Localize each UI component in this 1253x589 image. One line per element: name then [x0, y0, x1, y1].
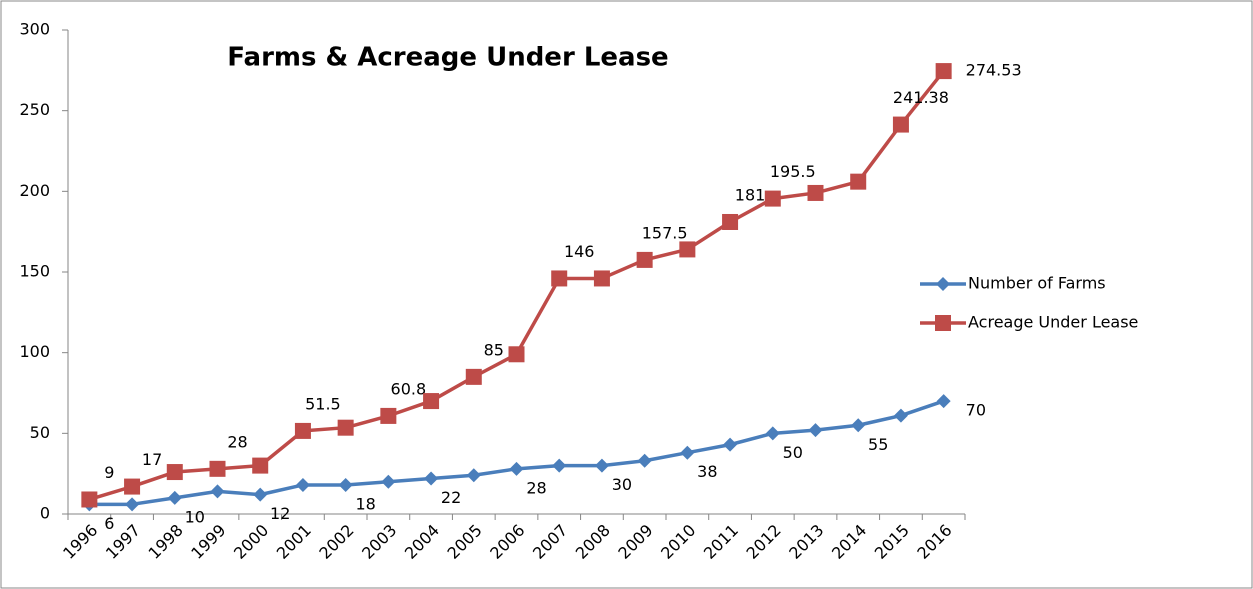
- data-label: 55: [868, 435, 888, 454]
- data-label: 70: [966, 401, 986, 420]
- data-label: 28: [227, 432, 247, 451]
- data-point: [253, 487, 268, 502]
- data-label: 51.5: [305, 394, 341, 413]
- data-point: [637, 453, 652, 468]
- data-point: [466, 468, 481, 483]
- data-point: [593, 270, 610, 287]
- data-point: [167, 490, 182, 505]
- data-point: [551, 270, 568, 287]
- data-label: 12: [270, 504, 290, 523]
- y-tick-label: 150: [19, 262, 50, 281]
- data-point: [851, 418, 866, 433]
- data-point: [892, 116, 909, 133]
- data-point: [850, 173, 867, 190]
- data-point: [294, 422, 311, 439]
- data-point: [636, 251, 653, 268]
- data-label: 22: [441, 488, 461, 507]
- data-point: [722, 213, 739, 230]
- data-point: [209, 460, 226, 477]
- data-point: [338, 477, 353, 492]
- legend-label: Number of Farms: [968, 274, 1106, 293]
- data-label: 30: [612, 475, 632, 494]
- data-point: [423, 393, 440, 410]
- data-point: [424, 471, 439, 486]
- data-label: 17: [142, 450, 162, 469]
- legend-marker: [936, 277, 950, 291]
- data-point: [680, 445, 695, 460]
- data-point: [552, 458, 567, 473]
- data-label: 38: [697, 462, 717, 481]
- data-point: [381, 474, 396, 489]
- y-tick-label: 200: [19, 181, 50, 200]
- data-label: 6: [104, 514, 114, 533]
- data-label: 241.38: [893, 88, 949, 107]
- data-label: 195.5: [770, 162, 816, 181]
- data-label: 50: [783, 443, 803, 462]
- data-label: 181: [735, 185, 766, 204]
- data-point: [125, 497, 140, 512]
- data-point: [210, 484, 225, 499]
- data-point: [166, 464, 183, 481]
- data-label: 85: [484, 340, 504, 359]
- data-point: [594, 458, 609, 473]
- data-label: 10: [185, 507, 205, 526]
- data-point: [465, 368, 482, 385]
- data-label: 157.5: [642, 223, 688, 242]
- data-point: [764, 190, 781, 207]
- data-point: [508, 346, 525, 363]
- data-point: [509, 461, 524, 476]
- data-point: [81, 491, 98, 508]
- data-point: [124, 478, 141, 495]
- y-tick-label: 0: [40, 504, 50, 523]
- data-label: 18: [355, 494, 375, 513]
- y-tick-label: 50: [30, 423, 50, 442]
- data-point: [807, 184, 824, 201]
- y-tick-label: 300: [19, 20, 50, 39]
- data-point: [935, 63, 952, 80]
- y-tick-label: 250: [19, 100, 50, 119]
- data-point: [337, 419, 354, 436]
- data-label: 28: [526, 478, 546, 497]
- data-point: [723, 437, 738, 452]
- data-label: 274.53: [966, 61, 1022, 80]
- data-point: [252, 457, 269, 474]
- legend-label: Acreage Under Lease: [968, 313, 1138, 332]
- data-point: [808, 423, 823, 438]
- data-point: [679, 241, 696, 258]
- chart-title: Farms & Acreage Under Lease: [227, 43, 668, 73]
- data-point: [295, 477, 310, 492]
- data-point: [893, 408, 908, 423]
- data-label: 60.8: [391, 379, 427, 398]
- data-point: [765, 426, 780, 441]
- data-label: 9: [104, 463, 114, 482]
- legend-marker: [935, 315, 951, 331]
- data-point: [380, 407, 397, 424]
- data-label: 146: [564, 242, 595, 261]
- y-tick-label: 100: [19, 342, 50, 361]
- data-point: [936, 394, 951, 409]
